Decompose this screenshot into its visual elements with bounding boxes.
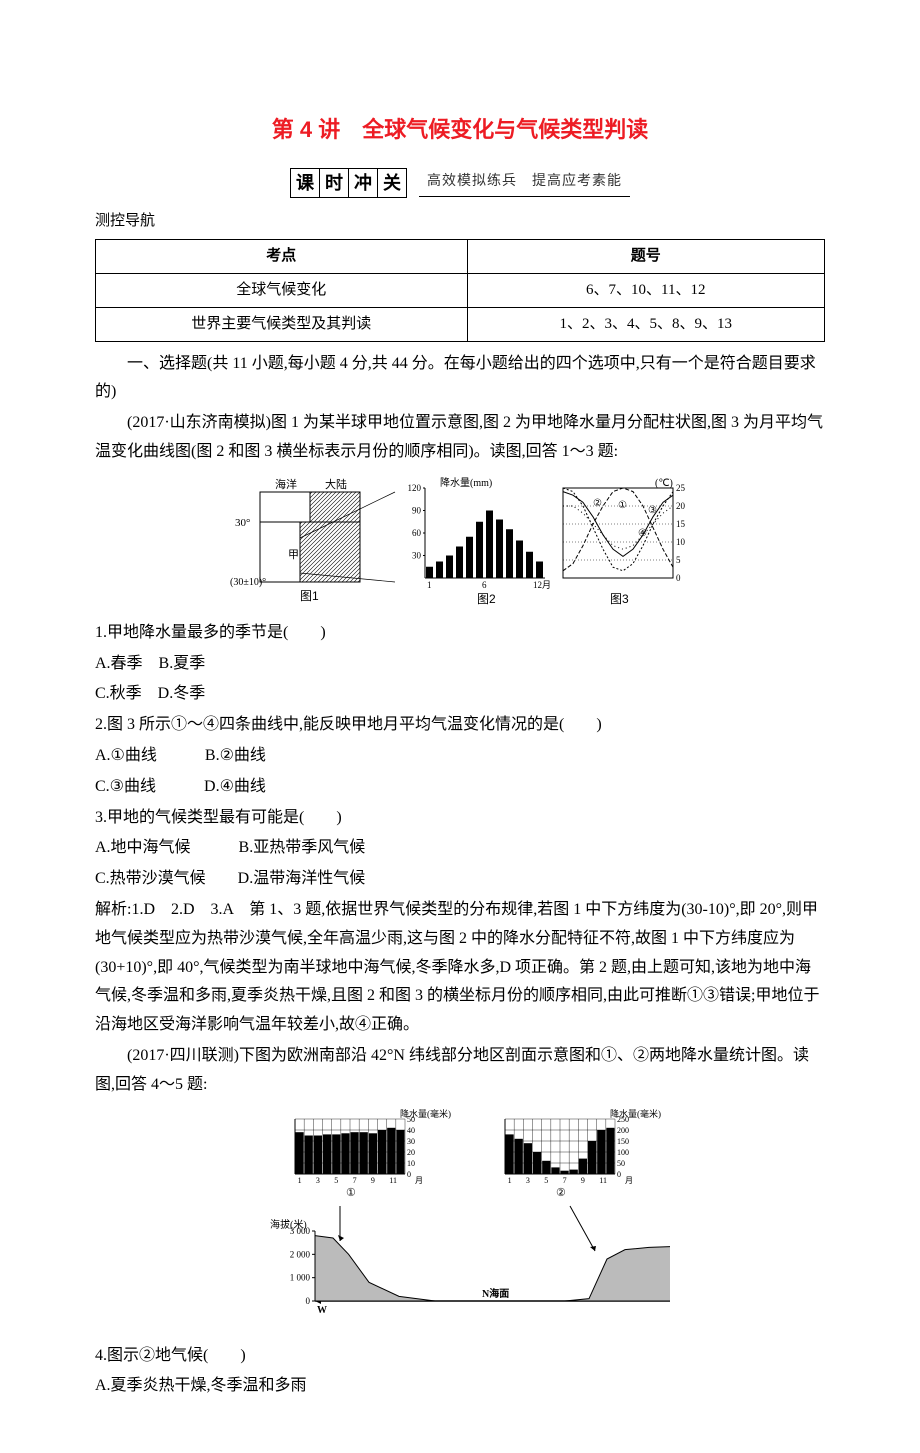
svg-text:7: 7: [353, 1176, 357, 1185]
svg-text:W: W: [317, 1305, 327, 1316]
svg-text:120: 120: [408, 483, 422, 493]
svg-text:6: 6: [482, 580, 487, 590]
q4-stem: 4.图示②地气候( ): [95, 1342, 825, 1371]
guide-label: 测控导航: [95, 208, 825, 235]
svg-text:(℃): (℃): [655, 478, 673, 489]
mark-jia: 甲: [288, 549, 299, 561]
table-header: 题号: [467, 239, 824, 273]
q1-opt: C.秋季 D.冬季: [95, 680, 825, 709]
svg-text:5: 5: [676, 555, 681, 565]
svg-text:0: 0: [676, 573, 681, 583]
svg-text:降水量(mm): 降水量(mm): [440, 476, 492, 489]
svg-text:②: ②: [556, 1187, 566, 1199]
svg-text:1: 1: [427, 580, 432, 590]
svg-text:①: ①: [618, 500, 627, 511]
q1-stem: 1.甲地降水量最多的季节是( ): [95, 619, 825, 648]
banner-char: 时: [320, 169, 349, 197]
svg-text:100: 100: [617, 1148, 629, 1157]
figure-1: 海洋 大陆 30° (30±10)° 甲 图1 降水量(mm)306090120…: [95, 473, 825, 613]
svg-text:50: 50: [617, 1159, 625, 1168]
q3-opt: C.热带沙漠气候 D.温带海洋性气候: [95, 865, 825, 894]
banner-char: 课: [291, 169, 320, 197]
lesson-title: 第 4 讲 全球气候变化与气候类型判读: [95, 110, 825, 150]
q4-opt: A.夏季炎热干燥,冬季温和多雨: [95, 1372, 825, 1401]
svg-text:7: 7: [563, 1176, 567, 1185]
q2-opt: C.③曲线 D.④曲线: [95, 773, 825, 802]
banner: 课 时 冲 关 高效模拟练兵 提高应考素能: [95, 168, 825, 198]
svg-text:150: 150: [617, 1137, 629, 1146]
explanation-1: 解析:1.D 2.D 3.A 第 1、3 题,依据世界气候类型的分布规律,若图 …: [95, 896, 825, 1040]
q2-opt: A.①曲线 B.②曲线: [95, 742, 825, 771]
figure-1-svg: 海洋 大陆 30° (30±10)° 甲 图1 降水量(mm)306090120…: [230, 473, 690, 613]
svg-text:③: ③: [648, 505, 657, 516]
q3-opt: A.地中海气候 B.亚热带季风气候: [95, 834, 825, 863]
svg-text:0: 0: [306, 1296, 311, 1306]
svg-text:30: 30: [412, 550, 422, 560]
fig1-caption: 图1: [300, 589, 319, 603]
table-header: 考点: [96, 239, 468, 273]
table-row: 全球气候变化 6、7、10、11、12: [96, 273, 825, 307]
lat-30pm10: (30±10)°: [230, 577, 266, 588]
figure-2: 降水量(毫米)010203040501357911月① 降水量(毫米)05010…: [95, 1106, 825, 1336]
svg-text:1 000: 1 000: [290, 1272, 311, 1282]
svg-text:图2: 图2: [477, 592, 496, 606]
svg-text:3 000: 3 000: [290, 1226, 311, 1236]
land-label: 大陆: [325, 477, 347, 491]
svg-text:N海面: N海面: [482, 1287, 509, 1300]
passage-text-2: (2017·四川联测)下图为欧洲南部沿 42°N 纬线部分地区剖面示意图和①、②…: [95, 1042, 825, 1100]
banner-subtext: 高效模拟练兵 提高应考素能: [419, 169, 630, 197]
q1-opt: A.春季 B.夏季: [95, 650, 825, 679]
svg-text:10: 10: [407, 1159, 415, 1168]
svg-text:1: 1: [298, 1176, 302, 1185]
figure-2-svg: 降水量(毫米)010203040501357911月① 降水量(毫米)05010…: [250, 1106, 670, 1336]
svg-text:1: 1: [508, 1176, 512, 1185]
svg-text:0: 0: [407, 1170, 411, 1179]
table-cell: 6、7、10、11、12: [467, 273, 824, 307]
svg-text:11: 11: [599, 1176, 607, 1185]
banner-char: 冲: [349, 169, 378, 197]
ocean-label: 海洋: [275, 477, 297, 491]
banner-char: 关: [378, 169, 406, 197]
banner-boxes: 课 时 冲 关: [290, 168, 407, 198]
svg-text:15: 15: [676, 519, 686, 529]
svg-text:25: 25: [676, 483, 686, 493]
table-cell: 1、2、3、4、5、8、9、13: [467, 307, 824, 341]
svg-text:5: 5: [334, 1176, 338, 1185]
svg-text:250: 250: [617, 1115, 629, 1124]
table-row: 世界主要气候类型及其判读 1、2、3、4、5、8、9、13: [96, 307, 825, 341]
svg-text:图3: 图3: [610, 592, 629, 606]
svg-text:12月: 12月: [533, 580, 551, 590]
svg-text:9: 9: [371, 1176, 375, 1185]
svg-text:30: 30: [407, 1137, 415, 1146]
svg-text:月: 月: [625, 1176, 633, 1185]
svg-text:50: 50: [407, 1115, 415, 1124]
svg-text:④: ④: [638, 528, 647, 539]
svg-text:0: 0: [617, 1170, 621, 1179]
svg-text:40: 40: [407, 1126, 415, 1135]
guide-table: 考点 题号 全球气候变化 6、7、10、11、12 世界主要气候类型及其判读 1…: [95, 239, 825, 342]
svg-text:20: 20: [676, 501, 686, 511]
svg-text:60: 60: [412, 528, 422, 538]
svg-text:3: 3: [316, 1176, 320, 1185]
table-cell: 全球气候变化: [96, 273, 468, 307]
svg-text:②: ②: [593, 498, 602, 509]
table-cell: 世界主要气候类型及其判读: [96, 307, 468, 341]
q2-stem: 2.图 3 所示①～④四条曲线中,能反映甲地月平均气温变化情况的是( ): [95, 711, 825, 740]
svg-text:200: 200: [617, 1126, 629, 1135]
svg-text:5: 5: [544, 1176, 548, 1185]
svg-text:2 000: 2 000: [290, 1249, 311, 1259]
svg-text:3: 3: [526, 1176, 530, 1185]
lat-30: 30°: [235, 517, 250, 529]
svg-text:90: 90: [412, 505, 422, 515]
svg-text:11: 11: [389, 1176, 397, 1185]
svg-text:20: 20: [407, 1148, 415, 1157]
section-intro: 一、选择题(共 11 小题,每小题 4 分,共 44 分。在每小题给出的四个选项…: [95, 350, 825, 408]
svg-text:月: 月: [415, 1176, 423, 1185]
passage-text: (2017·山东济南模拟)图 1 为某半球甲地位置示意图,图 2 为甲地降水量月…: [95, 409, 825, 467]
svg-text:9: 9: [581, 1176, 585, 1185]
q3-stem: 3.甲地的气候类型最有可能是( ): [95, 804, 825, 833]
svg-text:10: 10: [676, 537, 686, 547]
svg-text:①: ①: [346, 1187, 356, 1199]
